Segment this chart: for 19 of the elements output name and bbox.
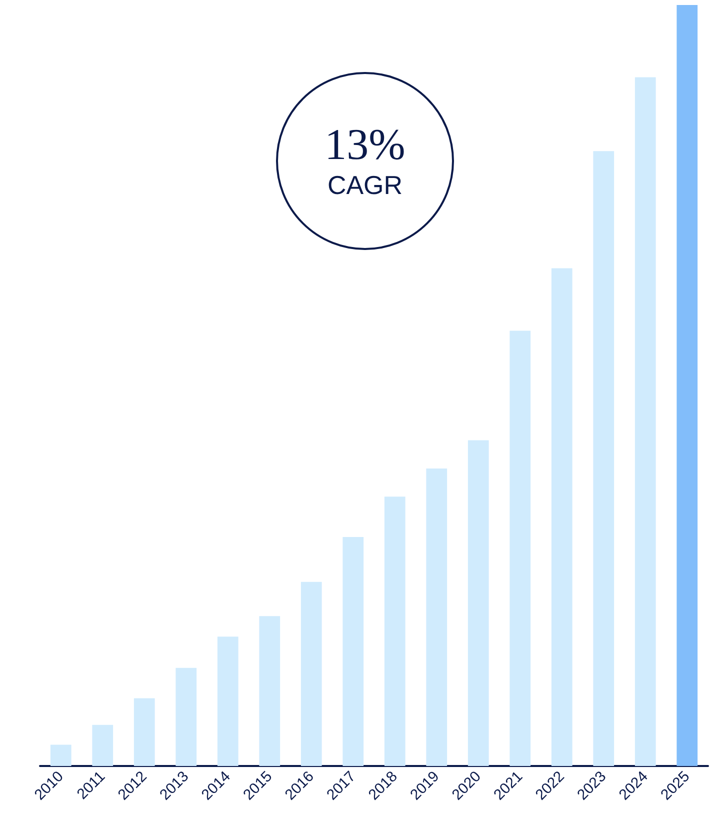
bar <box>510 330 531 766</box>
bar <box>217 636 238 766</box>
bar <box>384 496 406 766</box>
circle-outline: 13% CAGR <box>276 72 454 250</box>
bar <box>92 724 114 766</box>
bar <box>468 440 489 766</box>
bar <box>176 668 197 766</box>
bar <box>426 468 448 766</box>
bar <box>300 582 322 766</box>
annotation: CAGR <box>327 170 403 201</box>
bar <box>593 151 614 766</box>
bar <box>634 77 656 766</box>
bar <box>134 698 155 766</box>
annotation: 13% <box>324 120 406 170</box>
bar <box>259 616 280 766</box>
bar <box>342 536 364 766</box>
bar <box>50 744 72 766</box>
bar <box>551 268 572 766</box>
bar <box>676 5 698 766</box>
